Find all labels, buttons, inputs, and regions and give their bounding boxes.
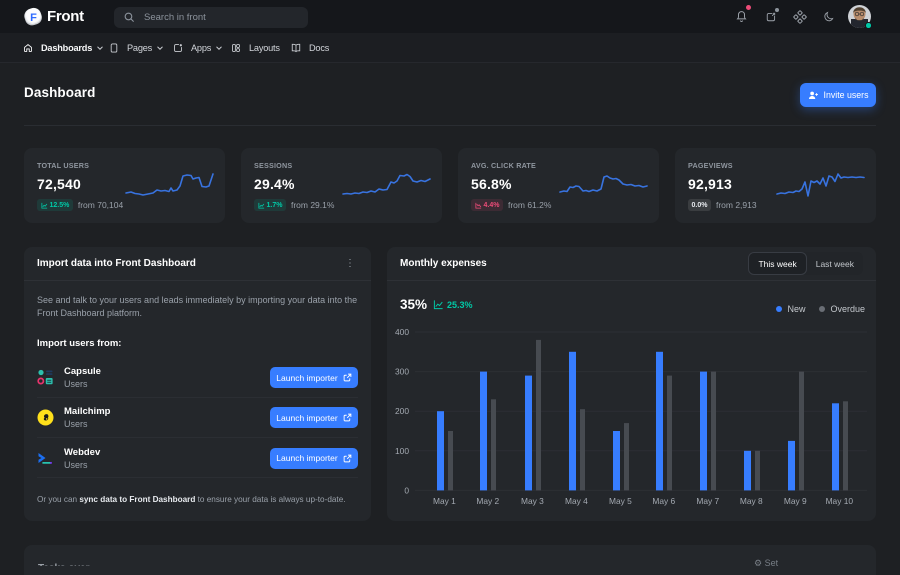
svg-text:May 1: May 1	[433, 496, 456, 506]
svg-text:May 9: May 9	[784, 496, 807, 506]
svg-text:May 5: May 5	[609, 496, 632, 506]
svg-text:May 7: May 7	[696, 496, 719, 506]
svg-text:100: 100	[395, 446, 409, 456]
svg-text:400: 400	[395, 327, 409, 337]
svg-text:May 4: May 4	[565, 496, 588, 506]
svg-text:May 3: May 3	[521, 496, 544, 506]
svg-text:May 6: May 6	[652, 496, 675, 506]
svg-text:300: 300	[395, 367, 409, 377]
svg-text:May 2: May 2	[476, 496, 499, 506]
svg-text:May 8: May 8	[740, 496, 763, 506]
svg-text:0: 0	[404, 485, 409, 495]
svg-text:200: 200	[395, 406, 409, 416]
svg-text:May 10: May 10	[826, 496, 854, 506]
svg-text:F: F	[30, 12, 37, 24]
